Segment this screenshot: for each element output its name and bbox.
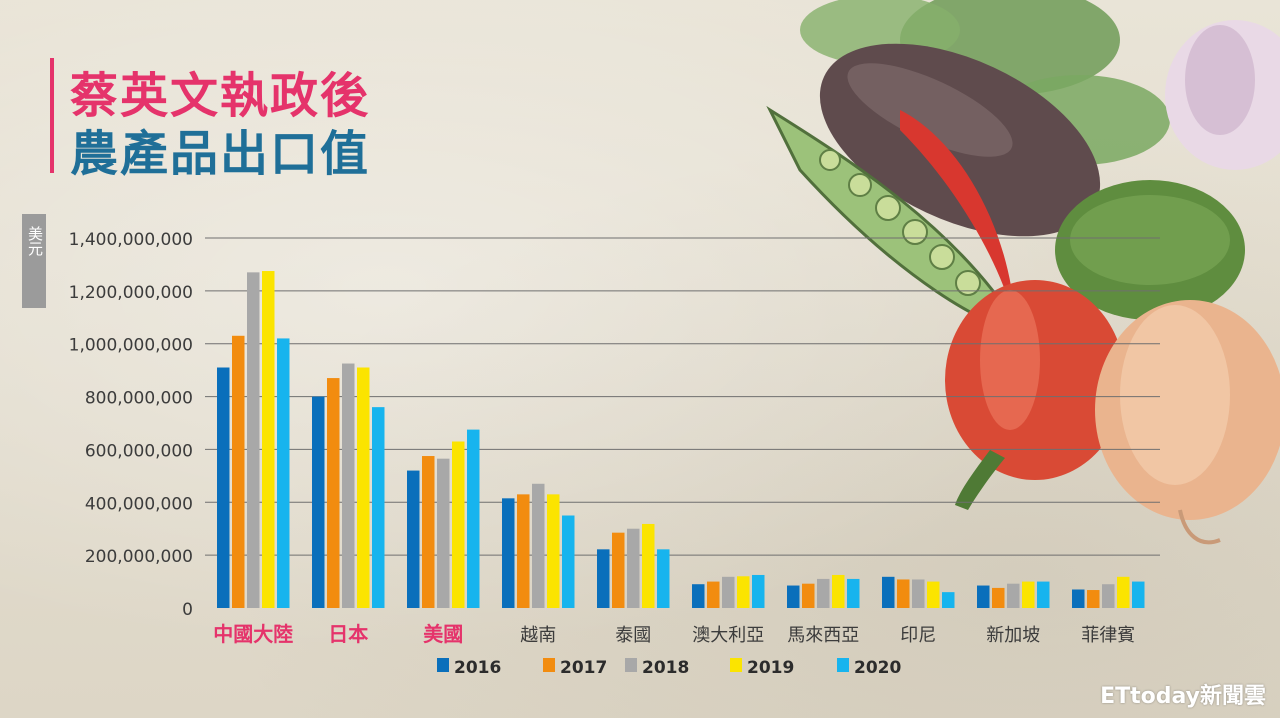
legend-label: 2020 [854,658,901,678]
x-tick-label: 印尼 [900,625,936,646]
bar [562,515,575,608]
chart-title-line2: 農產品出口值 [70,126,371,182]
y-tick-label: 800,000,000 [85,389,193,409]
bar [657,549,670,608]
bar [357,367,370,608]
bar [262,271,275,608]
bar [372,407,385,608]
x-tick-label: 泰國 [615,625,651,646]
bar [882,576,895,608]
bar [247,272,260,608]
x-tick-label: 越南 [520,625,556,646]
y-tick-label: 0 [182,600,193,620]
bar [532,483,545,608]
bar [927,581,940,608]
unit-label-box [22,214,46,308]
bar [1117,576,1130,608]
bar [737,576,750,608]
legend-label: 2019 [747,658,794,678]
bar [1087,590,1100,608]
y-tick-label: 600,000,000 [85,441,193,461]
bar [627,528,640,608]
bar [817,578,830,608]
x-tick-label: 菲律賓 [1081,625,1135,646]
bar [437,458,450,608]
bar [597,549,610,608]
bar [467,429,480,608]
bar [517,494,530,608]
bar [232,335,245,608]
bar [942,592,955,608]
bar [327,378,340,608]
x-tick-label: 日本 [328,622,368,646]
x-tick-label: 馬來西亞 [787,625,859,646]
bar [547,494,560,608]
legend-label: 2016 [454,658,501,678]
bar [1102,584,1115,608]
bar [217,367,230,608]
y-tick-label: 1,400,000,000 [69,230,193,250]
x-tick-label: 中國大陸 [213,622,293,646]
x-tick-label: 新加坡 [986,625,1040,646]
bar [502,498,515,608]
bar [1132,581,1145,608]
bar [912,579,925,608]
bar [787,585,800,608]
x-tick-label: 澳大利亞 [692,625,764,646]
unit-label: 美元 [26,226,44,256]
y-tick-label: 1,000,000,000 [69,336,193,356]
bar [422,456,435,608]
bar [642,523,655,608]
title-accent-bar [50,58,54,173]
legend-swatch [837,658,849,672]
bar [1022,581,1035,608]
legend-swatch [625,658,637,672]
bar [1072,589,1085,608]
bar [407,470,420,608]
legend-swatch [730,658,742,672]
bar [992,587,1005,608]
bar [897,579,910,608]
chart-title-line1: 蔡英文執政後 [70,68,371,124]
legend-label: 2017 [560,658,607,678]
bar [277,338,290,608]
bar [977,585,990,608]
bar [752,574,765,608]
bar [312,396,325,608]
legend-swatch [437,658,449,672]
bar [802,583,815,608]
bar [1037,581,1050,608]
x-tick-label: 美國 [423,622,463,646]
bar [692,584,705,608]
bar [722,576,735,608]
y-tick-label: 200,000,000 [85,547,193,567]
bar [832,574,845,608]
bar [452,441,465,608]
bar [1007,583,1020,608]
legend-label: 2018 [642,658,689,678]
ettoday-watermark: ETtoday新聞雲 [1100,684,1266,709]
legend-swatch [543,658,555,672]
y-tick-label: 1,200,000,000 [69,283,193,303]
y-tick-label: 400,000,000 [85,494,193,514]
bar [612,532,625,608]
bar [847,578,860,608]
bar [707,581,720,608]
bar [342,363,355,608]
